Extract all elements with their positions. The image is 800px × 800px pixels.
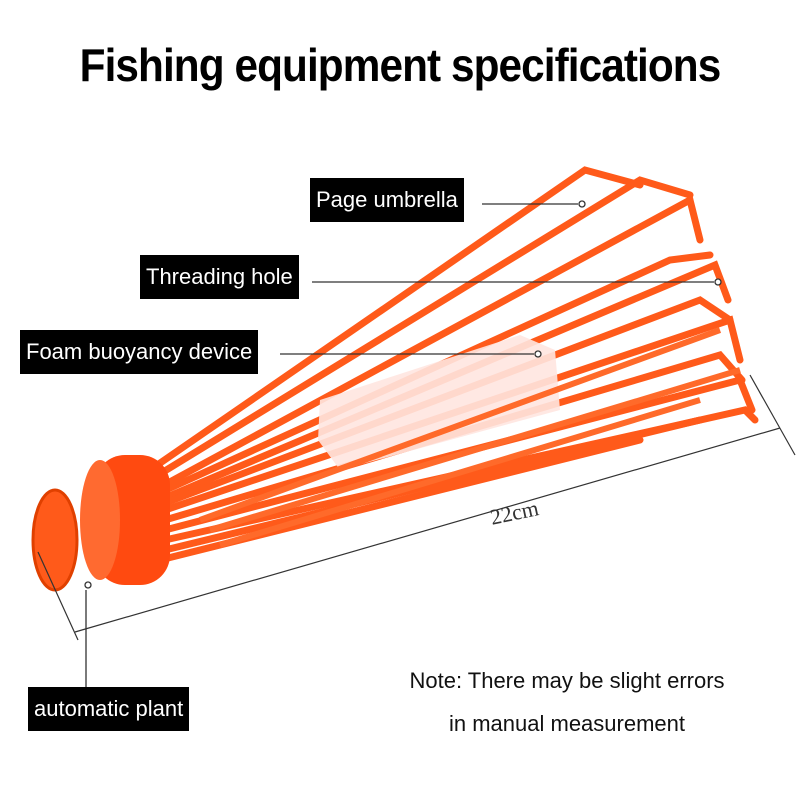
note-line-1: Note: There may be slight errors: [409, 668, 725, 693]
label-page-umbrella: Page umbrella: [310, 178, 464, 222]
dimension-line: [37, 374, 796, 641]
callout-lines: [84, 200, 722, 690]
label-threading-hole: Threading hole: [140, 255, 299, 299]
note-line-2: in manual measurement: [448, 711, 685, 736]
label-foam-buoyancy-device: Foam buoyancy device: [20, 330, 259, 374]
base-cap: [31, 455, 170, 592]
label-automatic-plant: automatic plant: [28, 687, 190, 731]
page-title: Fishing equipment specifications: [79, 39, 722, 91]
foam-overlay-ribs: [198, 327, 741, 548]
foam-buoyancy-device: [318, 335, 560, 470]
